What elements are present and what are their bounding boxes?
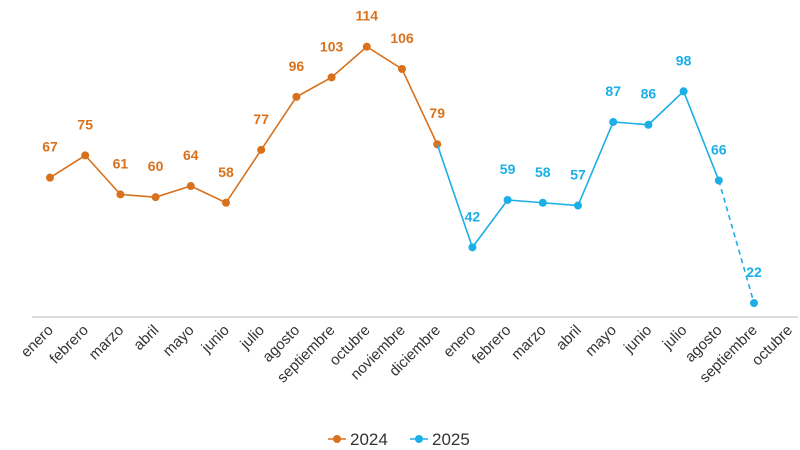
value-label: 98 [676,52,692,68]
value-label: 22 [746,264,762,280]
point [292,92,301,101]
x-tick-label: junio [620,322,655,357]
point [362,42,371,51]
point [750,299,758,308]
point [609,117,618,126]
line [471,89,720,248]
value-label: 61 [113,155,129,171]
value-label: 67 [42,139,58,155]
point [644,120,653,129]
value-label: 86 [641,86,657,102]
value-label: 60 [148,158,164,174]
value-label: 96 [289,58,305,74]
value-label: 75 [77,116,93,132]
value-label: 57 [570,167,586,183]
value-label: 66 [711,141,727,157]
x-tick-label: febrero [46,322,92,368]
point [327,73,336,82]
value-label: 58 [218,164,234,180]
legend-marker [415,435,423,443]
value-label: 114 [356,8,379,24]
value-label: 79 [429,105,445,121]
value-label: 64 [183,147,199,163]
point [186,182,195,191]
point [116,190,125,199]
value-label: 106 [390,30,414,46]
point [538,198,547,207]
legend-label: 2025 [432,430,470,449]
x-tick-label: mayo [582,322,620,360]
value-label: 77 [253,111,269,127]
legend-marker [333,435,341,443]
value-label: 42 [465,208,481,224]
x-tick-label: mayo [160,322,198,360]
point [398,65,406,74]
point [46,173,54,182]
x-tick-label: marzo [86,322,127,363]
point [679,87,688,96]
legend-label: 2024 [350,430,388,449]
point [468,243,477,252]
point [257,145,266,154]
x-tick-label: febrero [469,322,515,368]
value-label: 87 [605,83,621,99]
x-tick-label: abril [130,322,162,354]
x-tick-label: junio [198,322,233,357]
x-tick-label: abril [553,322,585,354]
point [151,193,160,202]
value-label: 58 [535,164,551,180]
point [574,201,582,210]
x-tick-label: marzo [508,322,549,363]
value-label: 59 [500,161,516,177]
connector [436,143,474,248]
point [81,151,90,160]
line [49,45,438,204]
point [222,198,230,207]
point [503,195,512,204]
value-label: 103 [320,38,344,54]
dashed-line [718,180,755,304]
point [714,176,723,185]
